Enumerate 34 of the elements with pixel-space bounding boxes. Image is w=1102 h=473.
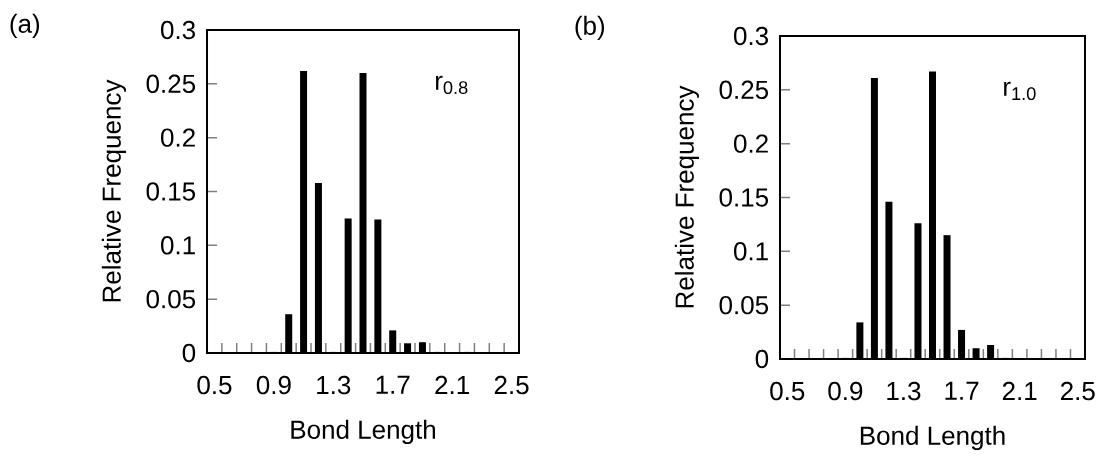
y-axis-title: Relative Frequency <box>674 85 699 308</box>
y-tick-label: 0.1 <box>734 242 768 261</box>
y-axis-title: Relative Frequency <box>101 79 127 302</box>
y-tick-label: 0.15 <box>719 188 769 207</box>
x-tick-label: 2.1 <box>435 375 469 395</box>
x-tick-label: 1.7 <box>945 381 979 400</box>
y-tick-label: 0.3 <box>161 20 195 40</box>
y-tick-label: 0.2 <box>734 134 768 153</box>
x-tick-label: 1.7 <box>376 375 410 394</box>
y-tick-label: 0.15 <box>146 182 196 201</box>
x-tick-label: 0.5 <box>770 381 805 401</box>
x-tick-label: 1.3 <box>887 381 921 401</box>
x-tick-label: 0.5 <box>197 375 232 395</box>
x-tick-label: 2.5 <box>1060 381 1095 401</box>
x-axis-title: Bond Length <box>291 419 435 445</box>
annotation: r$_{1.0}$ <box>1004 81 1036 101</box>
y-tick-label: 0.3 <box>734 26 768 46</box>
y-tick-label: 0.25 <box>719 80 769 100</box>
x-tick-label: 1.3 <box>317 375 351 395</box>
y-tick-label: 0.25 <box>146 74 196 94</box>
x-tick-label: 0.9 <box>828 381 863 401</box>
y-tick-label: 0.2 <box>161 128 195 147</box>
annotation: r$_{0.8}$ <box>436 75 468 95</box>
y-tick-label: 0.1 <box>161 236 195 255</box>
x-tick-label: 2.5 <box>494 375 529 395</box>
y-tick-label: 0.05 <box>719 295 769 315</box>
chart-title: (b) <box>575 15 605 41</box>
y-tick-label: 0 <box>182 343 196 363</box>
y-tick-label: 0 <box>755 349 769 369</box>
chart-title: (a) <box>10 13 40 39</box>
x-axis-title: Bond Length <box>860 425 1005 451</box>
y-tick-label: 0.05 <box>146 289 196 309</box>
x-tick-label: 0.9 <box>256 375 291 395</box>
x-tick-label: 2.1 <box>1002 381 1037 401</box>
